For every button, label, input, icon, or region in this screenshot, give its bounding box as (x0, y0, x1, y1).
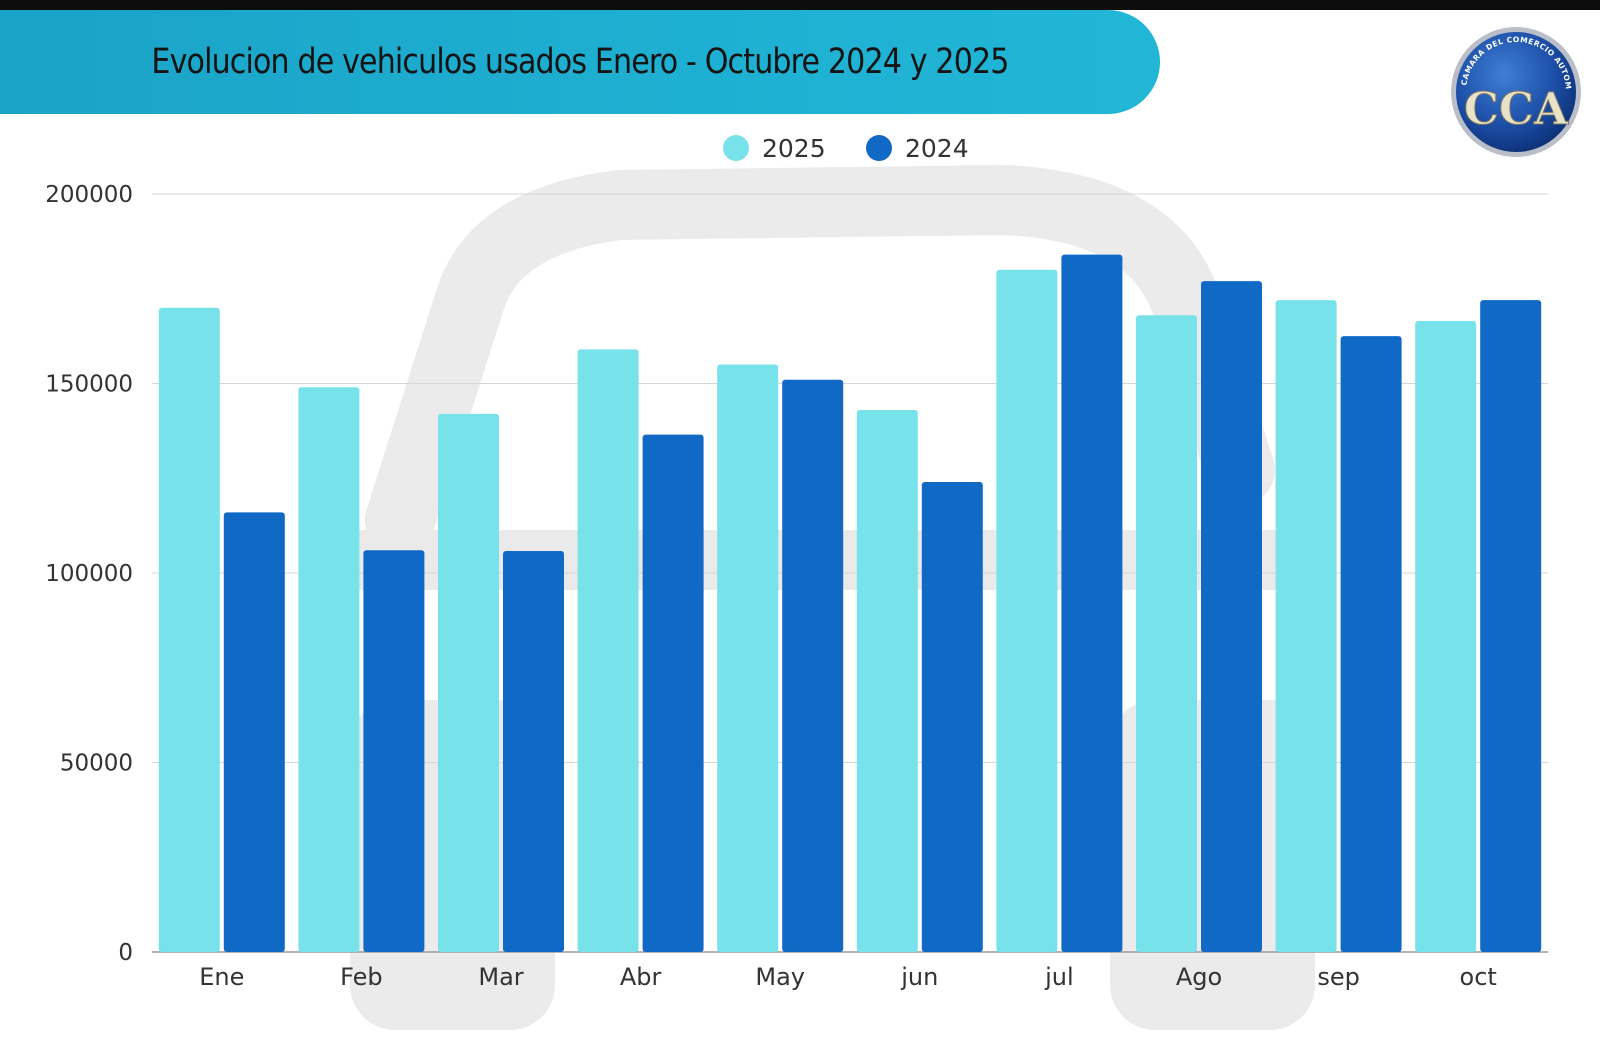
bar-2024-Feb (363, 550, 425, 952)
bar-2025-Feb (298, 387, 360, 952)
bar-2024-Mar (503, 551, 564, 952)
x-tick-label: Feb (340, 963, 383, 991)
bar-2024-jun (921, 482, 983, 952)
bar-2024-jul (1061, 254, 1123, 952)
bar-2025-Ene (158, 307, 220, 952)
title-banner (0, 10, 1160, 114)
bar-2025-Abr (577, 349, 639, 952)
bar-2024-Ago (1201, 281, 1262, 952)
bar-2024-Abr (642, 434, 704, 952)
bar-2025-jul (996, 269, 1058, 952)
chart-title: Evolucion de vehiculos usados Enero - Oc… (151, 42, 1009, 82)
top-edge-bar (0, 0, 1600, 10)
bar-2024-oct (1480, 300, 1542, 952)
bar-2024-sep (1340, 336, 1402, 952)
legend-label-2025: 2025 (762, 134, 826, 163)
bar-2025-jun (856, 410, 918, 952)
bar-2025-oct (1415, 320, 1477, 953)
bar-2025-Ago (1136, 315, 1197, 952)
x-tick-label: Ago (1176, 963, 1222, 991)
bar-2025-May (717, 364, 779, 952)
cca-logo: CAMARA DEL COMERCIO AUTOMOTOR CCA (1448, 24, 1581, 157)
bar-2024-May (782, 379, 844, 953)
x-tick-label: sep (1317, 963, 1360, 991)
y-tick-label: 150000 (45, 372, 133, 398)
bar-2025-Mar (438, 413, 499, 952)
legend-label-2024: 2024 (905, 134, 969, 163)
y-tick-label: 100000 (45, 561, 133, 587)
logo-letters: CCA (1464, 84, 1569, 135)
y-tick-label: 0 (118, 940, 133, 966)
x-tick-label: May (755, 963, 805, 991)
x-tick-label: Mar (478, 963, 523, 991)
y-tick-label: 50000 (60, 751, 133, 777)
x-tick-label: jun (900, 963, 938, 991)
bar-2024-Ene (223, 512, 285, 952)
x-tick-label: Abr (620, 963, 662, 991)
y-tick-label: 200000 (45, 182, 133, 208)
x-tick-label: oct (1460, 963, 1497, 991)
legend-marker-2025 (723, 135, 749, 161)
legend-marker-2024 (866, 135, 892, 161)
x-tick-label: jul (1044, 963, 1074, 991)
bar-2025-sep (1275, 300, 1337, 952)
x-tick-label: Ene (199, 963, 244, 991)
